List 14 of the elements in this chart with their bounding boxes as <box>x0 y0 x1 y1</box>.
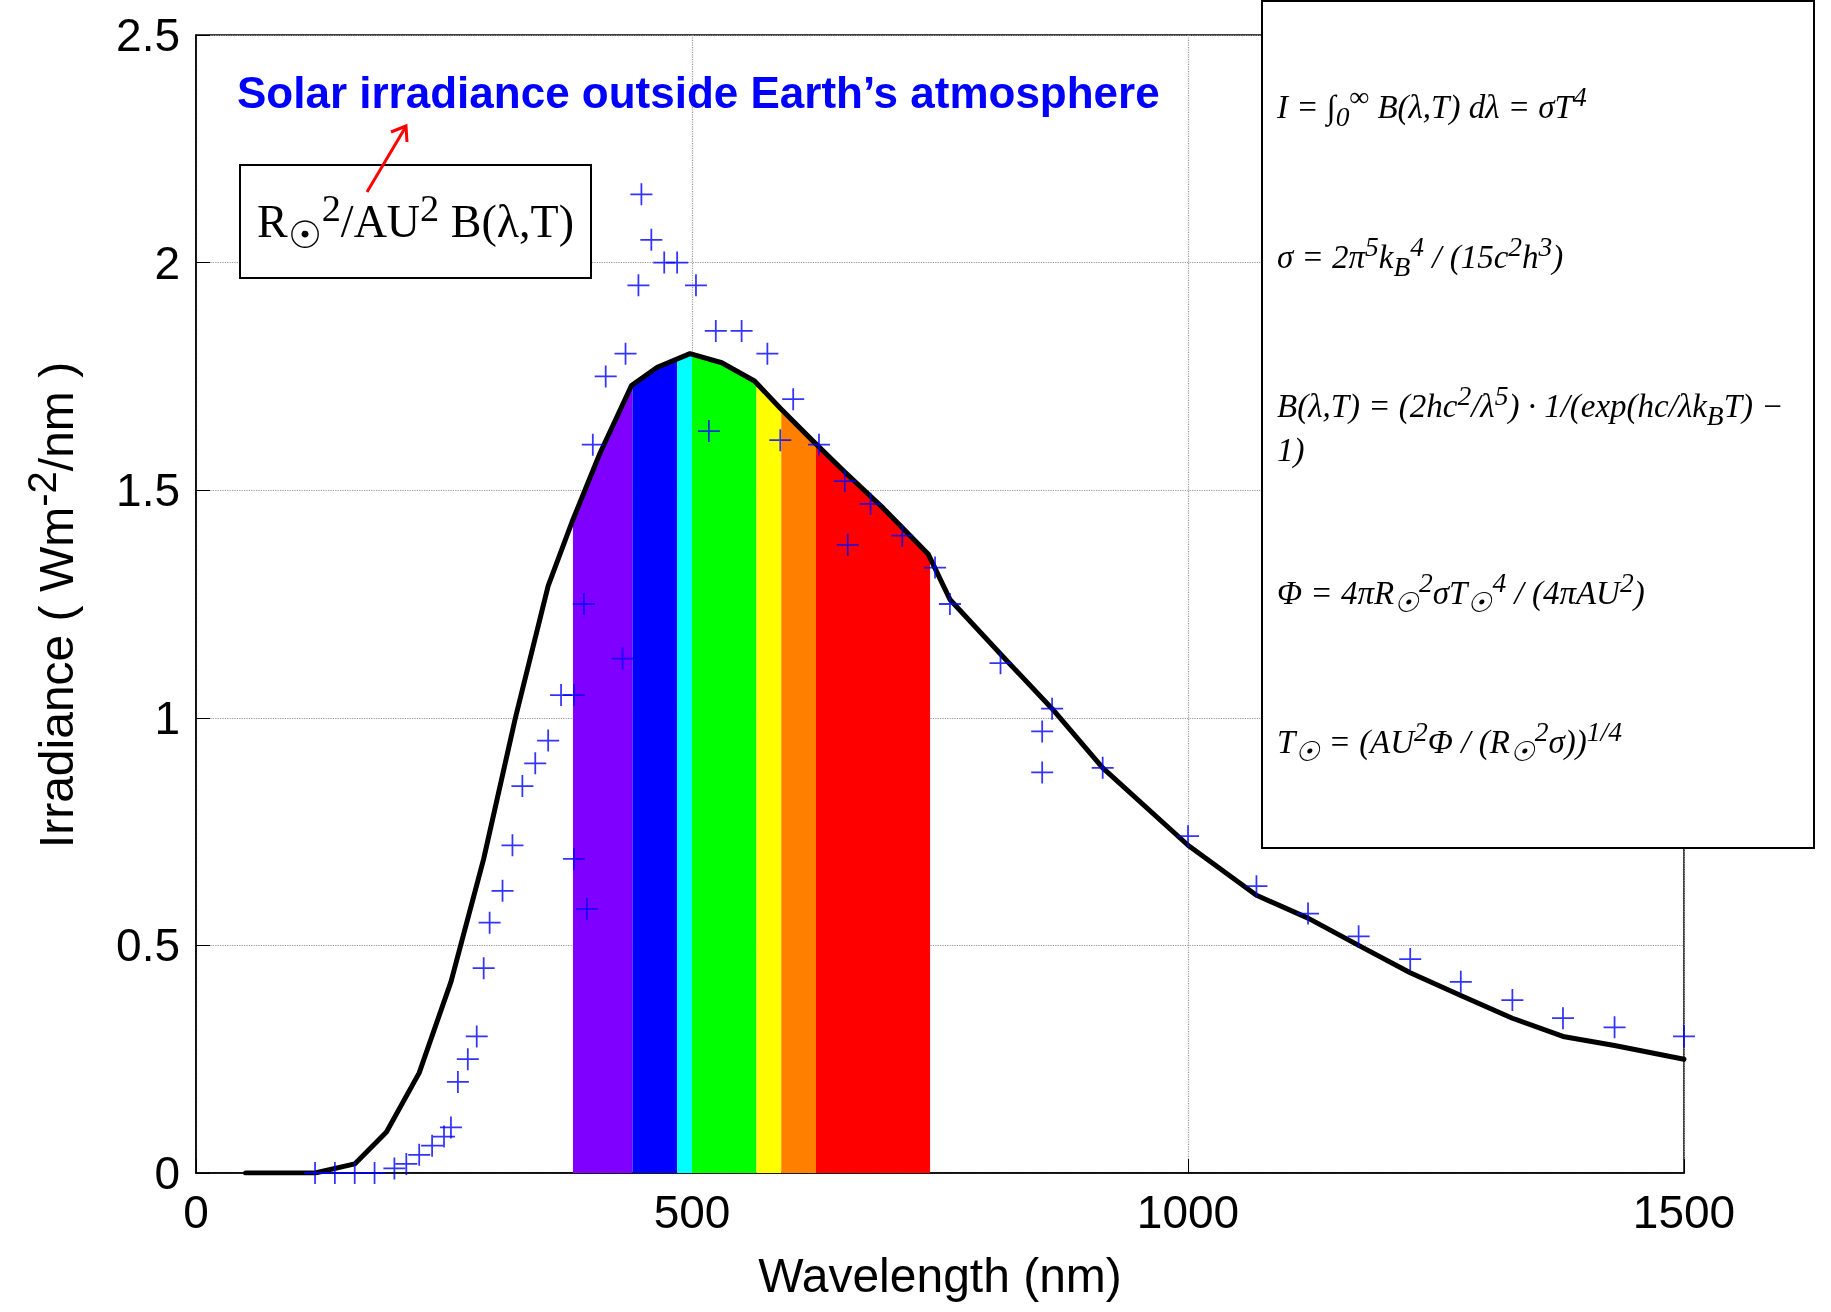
y-tick-label: 0 <box>154 1147 180 1199</box>
annotation: I = ∫$_{0}$$^{∞}$ B(λ,T) dλ = σT$^{4}$ <box>1277 81 1588 133</box>
text: Solar irradiance outside Earth’s atmosphere <box>237 68 1160 118</box>
y-tick-label: 1.5 <box>116 464 180 517</box>
y-tick-label: 1 <box>154 691 180 744</box>
y-tick-label: 2.5 <box>116 9 180 61</box>
x-tick-label: 1500 <box>1632 1186 1736 1238</box>
formula-box: I = ∫$_{0}$$^{∞}$ B(λ,T) dλ = σT$^{4}$ σ = 2π$^{5}$k$_{B}$$^{4}$ / (15c$^{2}$h$^{3}$) B(λ,T) = (2hc$^{2}$/λ$^{5}$) · 1/(exp(hc/λk$_{B}$T) − 1) Φ = 4πR$_{☉}$$^{2}$σT$_{☉}$$^{4}$ / (4πAU$^{2}$) T$_{☉}$ = (AU$^{2}$Φ / (R$_{☉}$$^{2}$σ))$^{1/4}$ <box>1261 0 1815 849</box>
y-tick-label: 0.5 <box>116 919 180 972</box>
x-tick-label: 500 <box>653 1186 731 1238</box>
x-axis-title: Wavelength (nm) <box>758 1248 1122 1302</box>
text: R$_{☉}$$^{2}$/AU$^{2}$ B(λ,T) <box>239 164 592 279</box>
x-tick-label: 1000 <box>1136 1186 1240 1238</box>
y-tick-label: 2 <box>154 236 180 289</box>
